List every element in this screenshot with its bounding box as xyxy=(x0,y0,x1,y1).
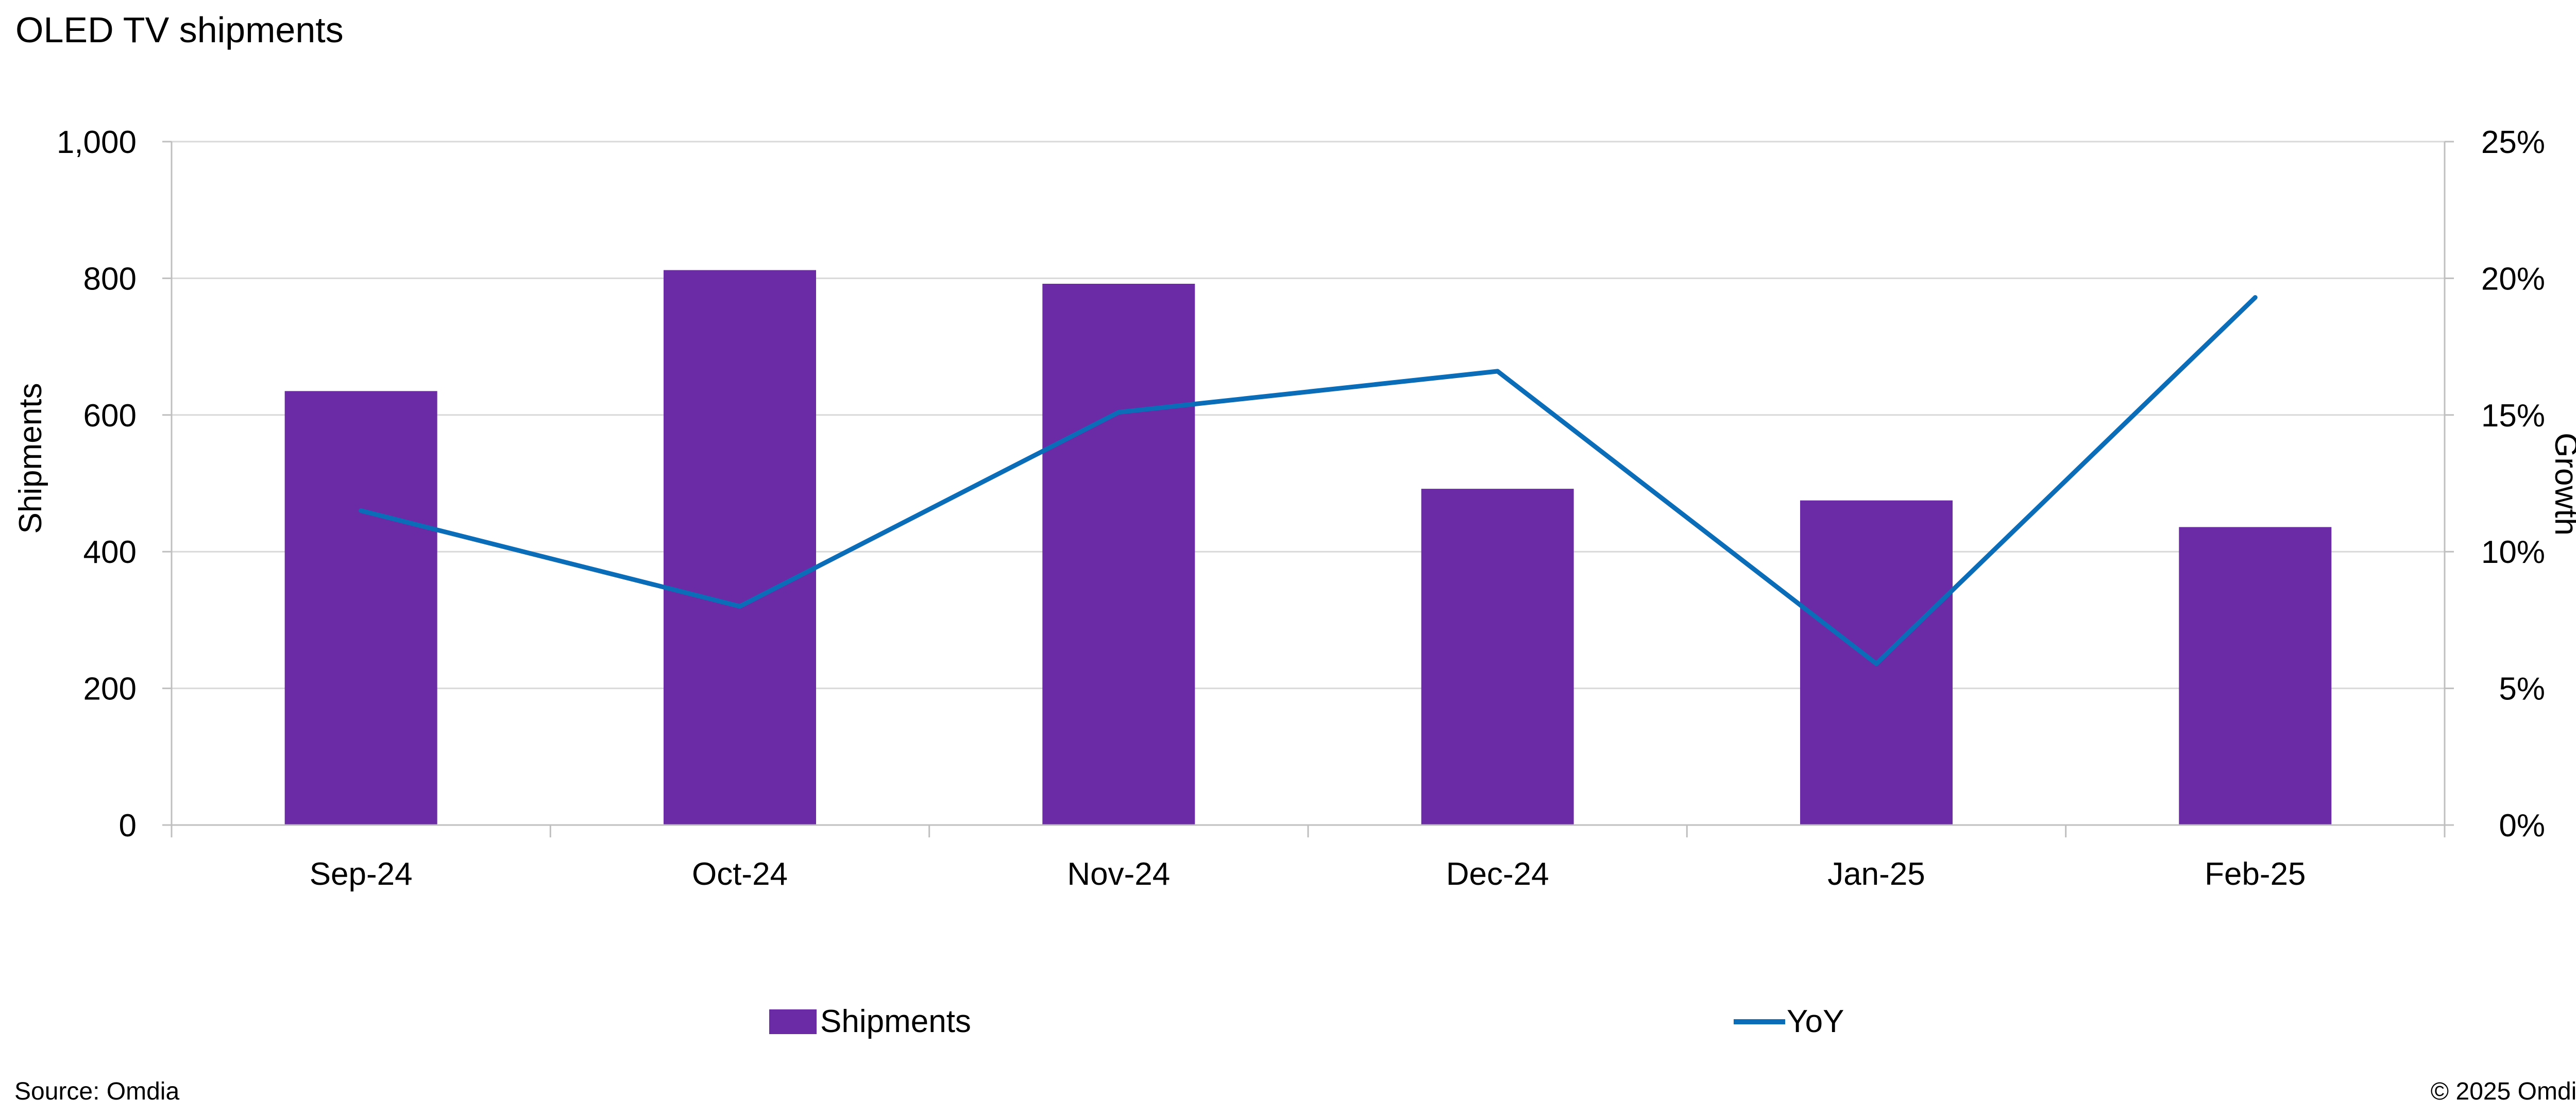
right-tick-label: 15% xyxy=(2481,398,2545,434)
copyright-note: © 2025 Omdia xyxy=(2431,1078,2576,1105)
x-axis-ticks: Sep-24 Oct-24 Nov-24 Dec-24 Jan-25 Feb-25 xyxy=(310,856,2306,892)
x-tick-label: Nov-24 xyxy=(1067,856,1170,892)
chart-title: OLED TV shipments xyxy=(15,10,344,50)
bars xyxy=(284,270,2332,825)
yoy-point-sep-24 xyxy=(359,508,364,513)
legend: Shipments YoY xyxy=(769,1004,1844,1039)
axes xyxy=(162,141,2454,837)
right-axis-ticks: 0% 5% 10% 15% 20% 25% xyxy=(2481,125,2545,844)
yoy-point-jan-25 xyxy=(1874,661,1879,666)
right-tick-label: 25% xyxy=(2481,125,2545,160)
legend-yoy-label: YoY xyxy=(1787,1004,1844,1039)
left-tick-label: 200 xyxy=(83,672,137,707)
yoy-line-layer xyxy=(359,295,2258,666)
yoy-line xyxy=(360,296,2257,666)
x-tick-label: Dec-24 xyxy=(1446,856,1549,892)
bar-dec-24 xyxy=(1421,489,1574,825)
left-tick-label: 400 xyxy=(83,535,137,570)
yoy-point-feb-25 xyxy=(2252,295,2258,300)
left-tick-label: 600 xyxy=(83,398,137,434)
legend-shipments-label: Shipments xyxy=(820,1004,971,1039)
right-tick-label: 20% xyxy=(2481,261,2545,297)
bar-sep-24 xyxy=(284,391,437,825)
bar-oct-24 xyxy=(664,270,816,825)
bar-nov-24 xyxy=(1042,284,1195,825)
left-tick-label: 800 xyxy=(83,261,137,297)
x-tick-label: Feb-25 xyxy=(2205,856,2306,892)
bar-feb-25 xyxy=(2179,527,2332,825)
yoy-point-dec-24 xyxy=(1495,369,1500,374)
yoy-point-nov-24 xyxy=(1116,409,1121,415)
x-tick-label: Jan-25 xyxy=(1827,856,1925,892)
right-axis-title: Growth xyxy=(2548,433,2576,536)
left-tick-label: 1,000 xyxy=(57,125,137,160)
right-tick-label: 5% xyxy=(2499,672,2545,707)
x-tick-label: Oct-24 xyxy=(692,856,788,892)
yoy-point-oct-24 xyxy=(737,604,742,609)
right-tick-label: 10% xyxy=(2481,535,2545,570)
x-tick-label: Sep-24 xyxy=(310,856,413,892)
gridlines xyxy=(172,141,2445,690)
left-axis-ticks: 0 200 400 600 800 1,000 xyxy=(57,125,137,844)
left-axis-title: Shipments xyxy=(13,383,48,534)
left-tick-label: 0 xyxy=(119,808,137,844)
source-note: Source: Omdia xyxy=(14,1078,179,1105)
right-tick-label: 0% xyxy=(2499,808,2545,844)
legend-shipments-swatch xyxy=(769,1009,817,1034)
